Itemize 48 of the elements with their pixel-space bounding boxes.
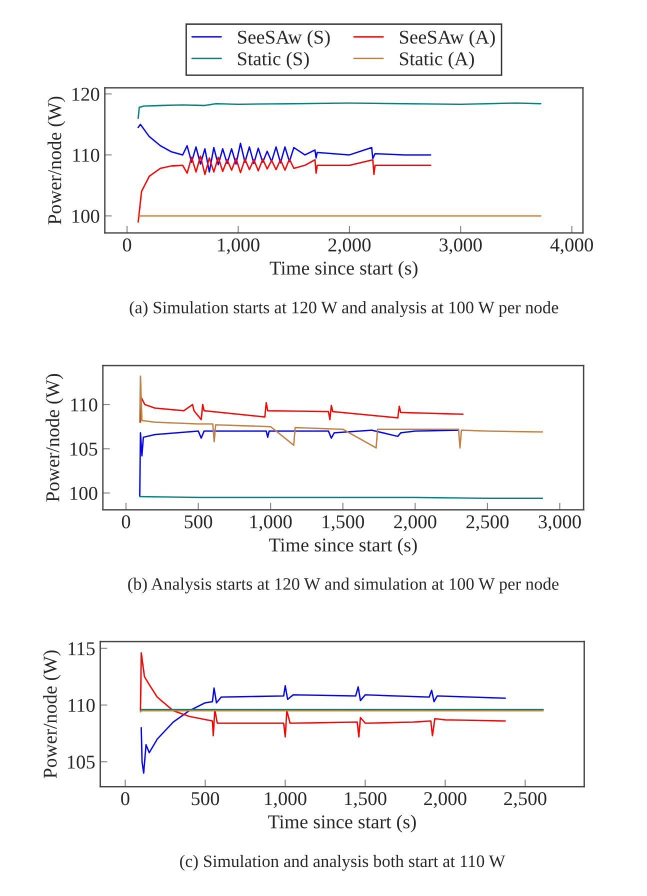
y-tick-label: 115 <box>68 642 95 656</box>
line-series <box>140 685 506 774</box>
y-tick-label: 110 <box>73 148 100 162</box>
x-axis-title: Time since start (s) <box>268 814 416 832</box>
y-tick-label: 100 <box>72 210 100 223</box>
line-series <box>137 102 542 119</box>
x-tick-label: 500 <box>192 792 220 806</box>
text: (a) Simulation starts at 120 W and analysis at 100 W per node <box>130 301 558 317</box>
y-tick-label: 100 <box>70 486 98 500</box>
x-tick-label: 2,500 <box>466 515 509 532</box>
x-tick-label: 500 <box>184 515 212 528</box>
x-tick-label: 2,000 <box>424 792 466 808</box>
legend-label: Static (S) <box>238 52 309 70</box>
y-tick-label: 120 <box>72 88 100 101</box>
x-tick-label: 1,000 <box>250 515 292 532</box>
x-tick-label: 1,000 <box>265 792 306 808</box>
line-series <box>140 396 464 423</box>
x-tick-label: 1,500 <box>345 792 386 808</box>
line-series <box>139 375 544 449</box>
legend-label: SeeSAw (S) <box>238 30 330 48</box>
x-tick-label: 2,000 <box>328 238 371 254</box>
legend-label: SeeSAw (A) <box>400 30 495 48</box>
x-tick-label: 2,500 <box>504 792 546 808</box>
text: (b) Analysis starts at 120 W and simulation at 100 W per node <box>128 578 559 594</box>
y-axis-title: Power/node (W) <box>43 650 61 778</box>
y-axis-title: Power/node (W) <box>48 96 66 224</box>
y-tick-label: 105 <box>68 756 95 769</box>
x-axis-title: Time since start (s) <box>270 261 418 279</box>
x-tick-label: 3,000 <box>538 515 581 532</box>
y-tick-label: 110 <box>71 398 98 412</box>
x-tick-label: 3,000 <box>440 238 482 254</box>
line-series <box>140 652 506 738</box>
x-tick-label: 1,000 <box>218 238 260 254</box>
text: (c) Simulation and analysis both start at 110 W <box>180 854 506 871</box>
x-tick-label: 2,000 <box>394 515 436 532</box>
y-axis-title: Power/node (W) <box>46 374 64 502</box>
x-tick-label: 0 <box>122 238 132 252</box>
line-series <box>137 155 432 223</box>
legend-label: Static (A) <box>400 52 474 70</box>
x-tick-label: 0 <box>121 792 130 806</box>
y-tick-label: 110 <box>68 698 95 712</box>
x-tick-label: 0 <box>122 515 130 528</box>
y-tick-label: 105 <box>70 442 98 456</box>
line-series <box>137 124 432 173</box>
x-tick-label: 1,500 <box>322 515 364 532</box>
x-tick-label: 4,000 <box>550 238 593 254</box>
line-series <box>139 429 460 496</box>
x-axis-title: Time since start (s) <box>269 538 417 556</box>
